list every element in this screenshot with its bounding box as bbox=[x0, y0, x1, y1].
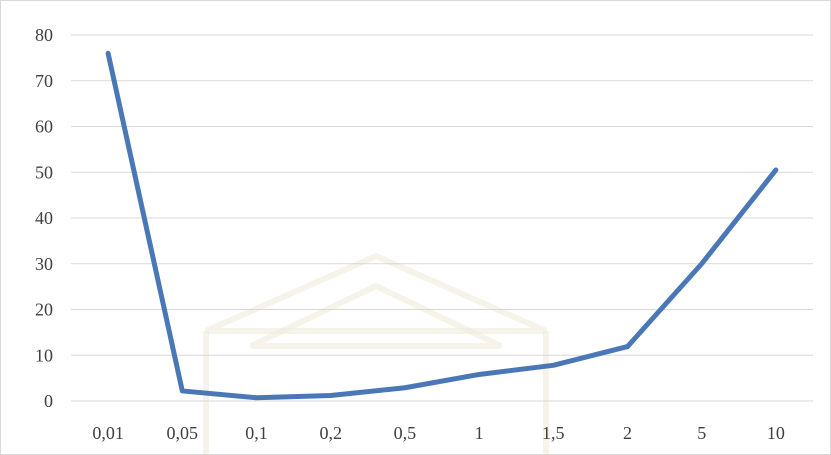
x-tick-label: 2 bbox=[623, 423, 632, 443]
y-tick-label: 70 bbox=[35, 71, 53, 91]
y-tick-label: 30 bbox=[35, 254, 53, 274]
x-axis-tick-labels: 0,01 0,05 0,1 0,2 0,5 1 1,5 2 5 10 bbox=[92, 423, 785, 443]
x-tick-label: 1 bbox=[475, 423, 484, 443]
x-tick-label: 0,5 bbox=[394, 423, 417, 443]
x-tick-label: 0,2 bbox=[319, 423, 342, 443]
x-tick-label: 1,5 bbox=[542, 423, 565, 443]
y-tick-label: 80 bbox=[35, 25, 53, 45]
y-tick-label: 0 bbox=[44, 391, 53, 411]
y-tick-label: 10 bbox=[35, 345, 53, 365]
x-tick-label: 0,1 bbox=[245, 423, 268, 443]
gridlines bbox=[71, 34, 813, 402]
y-tick-label: 20 bbox=[35, 300, 53, 320]
y-tick-label: 50 bbox=[35, 162, 53, 182]
series-line-0 bbox=[105, 50, 779, 401]
y-axis-tick-labels: 0 10 20 30 40 50 60 70 80 bbox=[35, 25, 53, 411]
y-tick-label: 40 bbox=[35, 208, 53, 228]
series-layer bbox=[105, 50, 779, 401]
y-tick-label: 60 bbox=[35, 117, 53, 137]
x-tick-label: 10 bbox=[767, 423, 785, 443]
x-tick-label: 5 bbox=[697, 423, 706, 443]
x-tick-label: 0,05 bbox=[167, 423, 199, 443]
x-tick-label: 0,01 bbox=[92, 423, 124, 443]
